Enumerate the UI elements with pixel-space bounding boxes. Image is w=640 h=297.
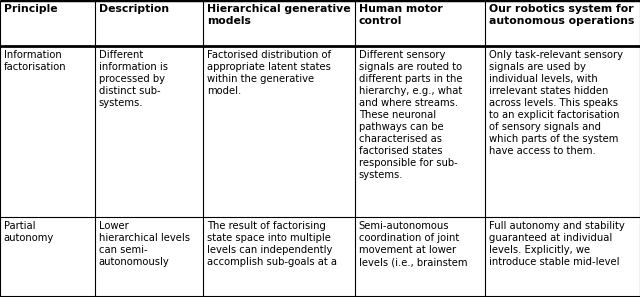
Text: Different
information is
processed by
distinct sub-
systems.: Different information is processed by di… xyxy=(99,50,168,108)
Text: Factorised distribution of
appropriate latent states
within the generative
model: Factorised distribution of appropriate l… xyxy=(207,50,331,97)
Text: Principle: Principle xyxy=(4,4,58,15)
Text: Full autonomy and stability
guaranteed at individual
levels. Explicitly, we
intr: Full autonomy and stability guaranteed a… xyxy=(489,221,625,267)
Text: Our robotics system for
autonomous operations: Our robotics system for autonomous opera… xyxy=(489,4,634,26)
Text: Different sensory
signals are routed to
different parts in the
hierarchy, e.g., : Different sensory signals are routed to … xyxy=(359,50,462,181)
Text: Lower
hierarchical levels
can semi-
autonomously: Lower hierarchical levels can semi- auto… xyxy=(99,221,190,267)
Text: Hierarchical generative
models: Hierarchical generative models xyxy=(207,4,351,26)
Text: The result of factorising
state space into multiple
levels can independently
acc: The result of factorising state space in… xyxy=(207,221,337,267)
Text: Description: Description xyxy=(99,4,169,15)
Text: Information
factorisation: Information factorisation xyxy=(4,50,67,72)
Text: Partial
autonomy: Partial autonomy xyxy=(4,221,54,243)
Text: Human motor
control: Human motor control xyxy=(359,4,443,26)
Text: Only task-relevant sensory
signals are used by
individual levels, with
irrelevan: Only task-relevant sensory signals are u… xyxy=(489,50,623,157)
Text: Semi-autonomous
coordination of joint
movement at lower
levels (i.e., brainstem: Semi-autonomous coordination of joint mo… xyxy=(359,221,467,267)
